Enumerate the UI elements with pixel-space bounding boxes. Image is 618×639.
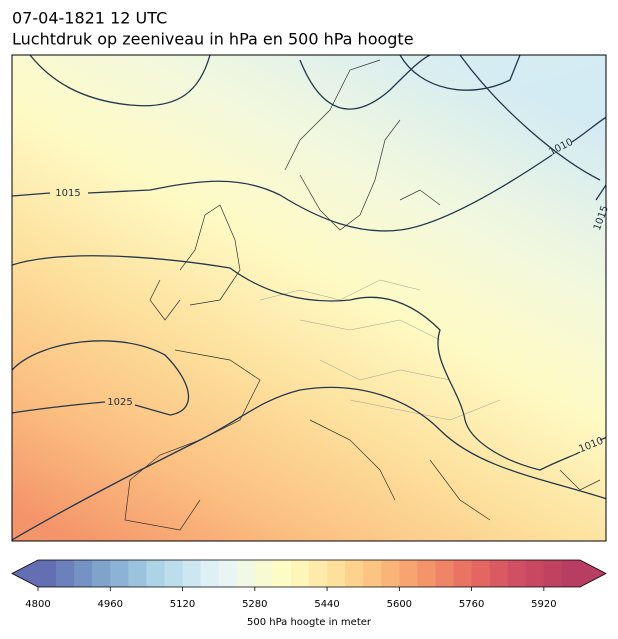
colorbar-cell xyxy=(164,560,183,587)
map xyxy=(12,55,606,541)
colorbar-cell xyxy=(399,560,418,587)
colorbar-cell xyxy=(345,560,364,587)
colorbar-cell xyxy=(200,560,220,587)
colorbar: 4800 4960 5120 5280 5440 5600 5760 5920 xyxy=(11,559,607,610)
colorbar-cell xyxy=(128,560,147,587)
map-frame xyxy=(11,54,607,542)
low-area xyxy=(130,55,606,285)
colorbar-cell xyxy=(381,560,400,587)
colorbar-cell xyxy=(309,560,328,587)
isobar xyxy=(299,55,606,201)
borders xyxy=(259,279,501,421)
colorbar-cell xyxy=(38,560,57,587)
isobar xyxy=(29,55,211,107)
colorbar-cell xyxy=(110,560,129,587)
colorbar-tick-label: 4960 xyxy=(98,599,123,610)
colorbar-cell xyxy=(525,560,545,587)
colorbar-cell xyxy=(146,560,165,587)
colorbar-cell xyxy=(471,560,491,587)
colorbar-cell xyxy=(182,560,201,587)
colorbar-tick-label: 5280 xyxy=(242,599,267,610)
colorbar-extend-low xyxy=(12,560,38,587)
colorbar-cell xyxy=(218,560,238,587)
colorbar-cell xyxy=(254,560,274,587)
colorbar-cell xyxy=(56,560,75,587)
isobar-label: 1015 xyxy=(55,188,80,199)
isobar-label: 1025 xyxy=(107,397,132,408)
colorbar-cell xyxy=(435,560,454,587)
colorbar-tick-label: 5920 xyxy=(531,599,556,610)
colorbar-cell xyxy=(363,560,382,587)
colorbar-cell xyxy=(236,560,256,587)
isobar xyxy=(12,386,606,541)
colorbar-cell xyxy=(453,560,472,587)
colorbar-cell xyxy=(489,560,509,587)
colorbar-extend-high xyxy=(580,560,606,587)
colorbar-tick-label: 4800 xyxy=(25,599,50,610)
title: 07-04-1821 12 UTC xyxy=(12,9,167,28)
colorbar-cell xyxy=(417,560,436,587)
colorbar-cell xyxy=(290,560,310,587)
colorbar-cell xyxy=(561,560,581,587)
colorbar-outline xyxy=(11,559,607,588)
colorbar-cell xyxy=(74,560,93,587)
colorbar-cell xyxy=(507,560,527,587)
isobar xyxy=(12,116,606,232)
colorbar-tick-label: 5440 xyxy=(314,599,339,610)
colorbar-tick-label: 5120 xyxy=(170,599,195,610)
colorbar-label: 500 hPa hoogte in meter xyxy=(247,617,372,628)
isobar xyxy=(12,340,190,416)
colorbar-tick-label: 5760 xyxy=(459,599,484,610)
colorbar-cell xyxy=(92,560,111,587)
colorbar-cell xyxy=(272,560,292,587)
colorbar-tick-label: 5600 xyxy=(387,599,412,610)
subtitle: Luchtdruk op zeeniveau in hPa en 500 hPa… xyxy=(12,30,414,49)
colorbar-cell xyxy=(543,560,563,587)
isobar xyxy=(12,255,606,471)
coastline xyxy=(124,59,601,531)
colorbar-cell xyxy=(327,560,346,587)
